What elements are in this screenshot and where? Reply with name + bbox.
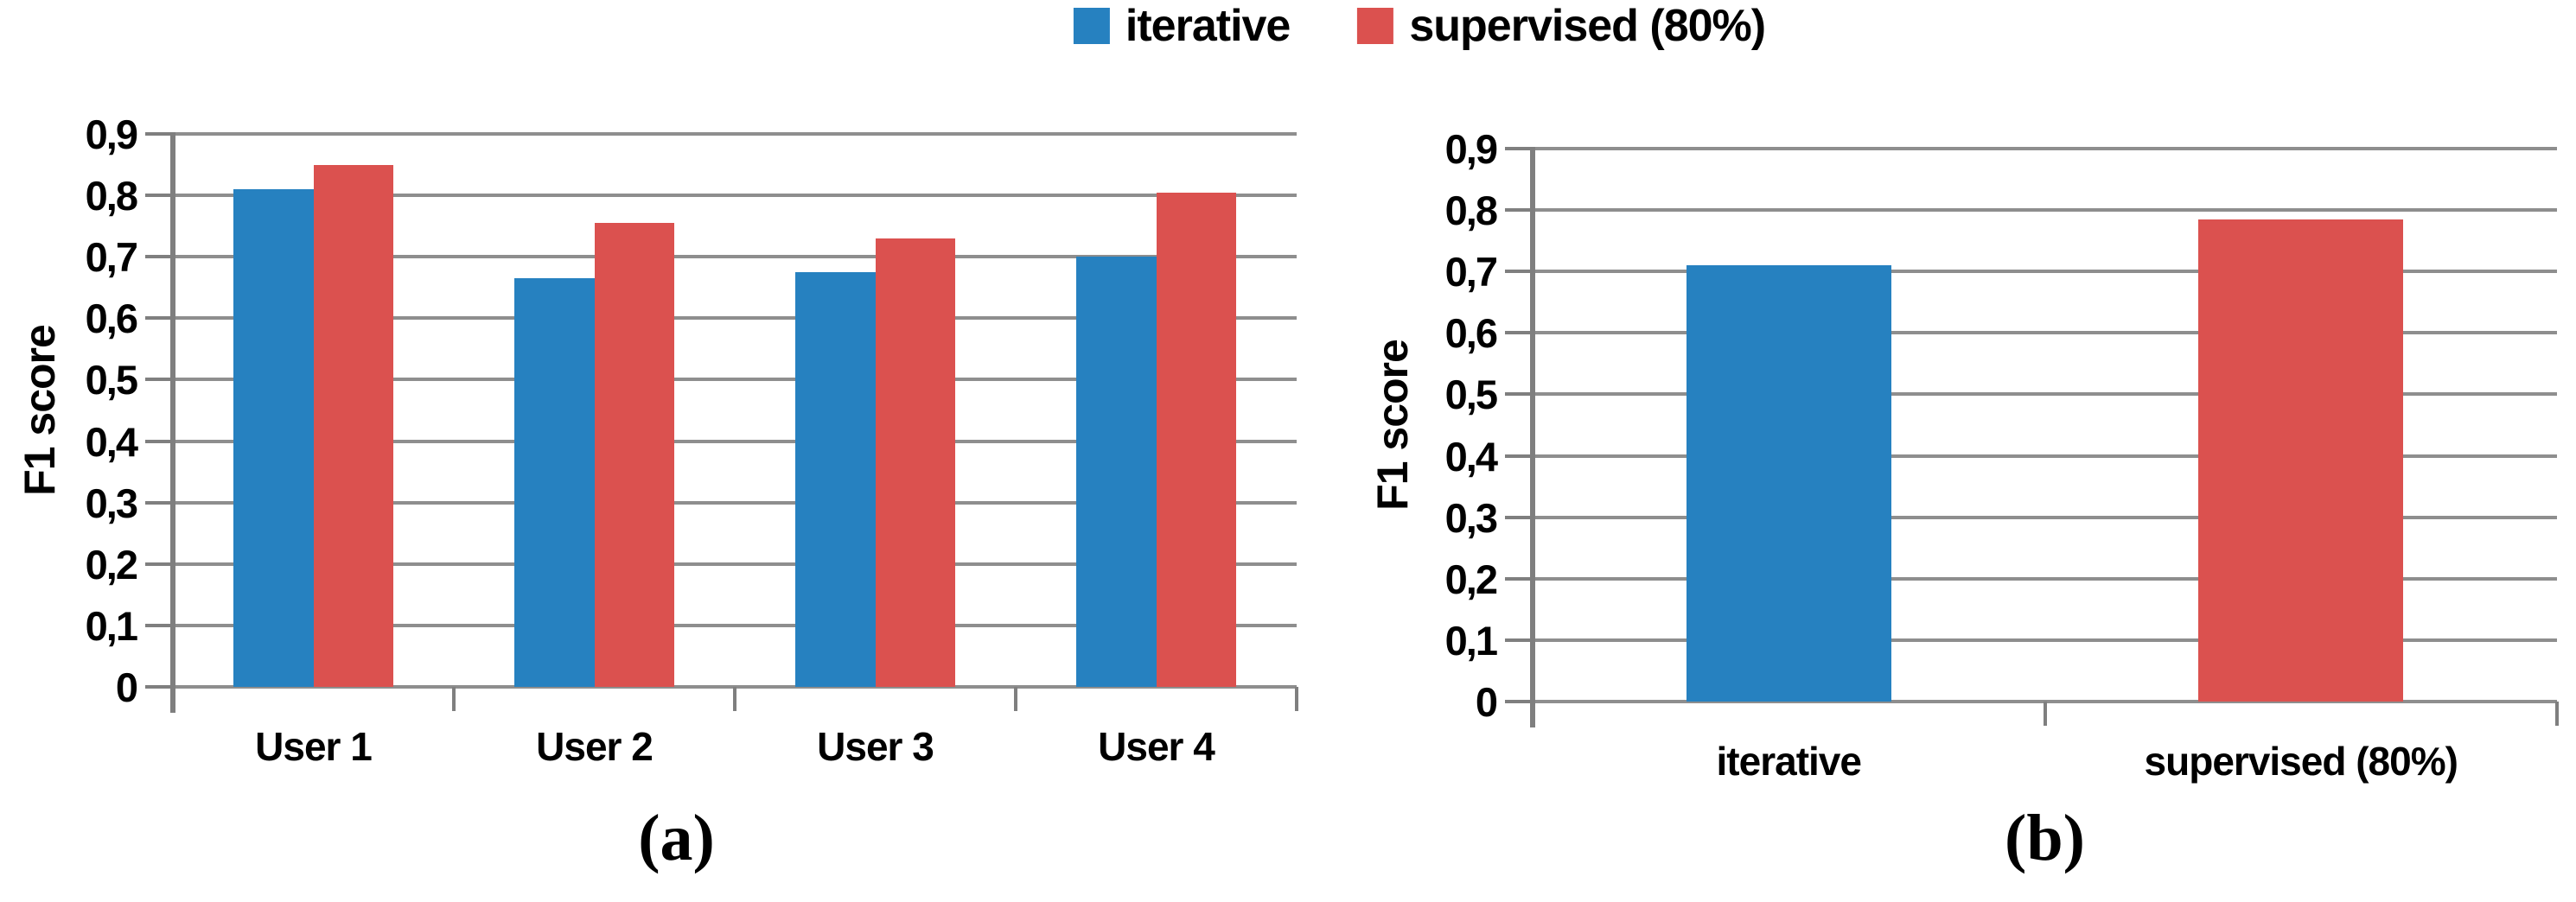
y-tick-label: 0,5 bbox=[85, 357, 138, 403]
y-tick-label: 0,2 bbox=[85, 541, 138, 588]
y-tick-mark bbox=[1505, 700, 1531, 703]
gridline-0,4 bbox=[1533, 454, 2557, 458]
legend-swatch-iterative bbox=[1073, 8, 1110, 44]
bar-supervised-80-user-4 bbox=[1156, 192, 1237, 687]
bar-iterative-user-4 bbox=[1075, 257, 1157, 687]
y-tick-label: 0 bbox=[115, 664, 138, 710]
legend-label-iterative: iterative bbox=[1125, 1, 1291, 51]
caption-b: (b) bbox=[2005, 802, 2085, 874]
y-tick-label: 0,8 bbox=[85, 173, 138, 219]
y-tick-mark bbox=[145, 685, 171, 689]
y-tick-label: 0,1 bbox=[1444, 617, 1498, 664]
y-tick-label: 0,9 bbox=[85, 111, 138, 157]
legend: iterative supervised (80%) bbox=[1073, 1, 1766, 51]
y-tick-mark bbox=[145, 623, 171, 627]
gridline-0,9 bbox=[1533, 147, 2557, 150]
gridline-0,5 bbox=[173, 378, 1297, 382]
y-tick-mark bbox=[145, 500, 171, 505]
plot-area-b: 0 0,1 0,2 0,3 0,4 0,5 0,6 0,7 0,8 0,9 iterative sup… bbox=[1445, 129, 2559, 781]
chart-b: F1 score 0 0,1 0,2 0,3 0,4 0,5 0,6 0,7 0,8 0,9 ite… bbox=[1353, 0, 2576, 902]
gridline-0,1 bbox=[1533, 638, 2557, 642]
plot-area-a: 0 0,1 0,2 0,3 0,4 0,5 0,6 0,7 0,8 0,9 User 1 User 2… bbox=[86, 114, 1298, 766]
gridline-0,7 bbox=[1533, 270, 2557, 274]
y-tick-mark bbox=[1505, 270, 1531, 274]
legend-label-supervised: supervised (80%) bbox=[1409, 1, 1766, 51]
y-tick-mark bbox=[1505, 638, 1531, 642]
x-category-label: iterative bbox=[1716, 739, 1862, 784]
gridline-0,5 bbox=[1533, 392, 2557, 397]
y-tick-mark bbox=[1505, 515, 1531, 519]
x-category-tick bbox=[2043, 702, 2047, 726]
bar-iterative-user-1 bbox=[233, 189, 314, 687]
x-category-tick bbox=[2555, 702, 2559, 726]
y-tick-label: 0 bbox=[1475, 679, 1498, 725]
y-axis-label-a: F1 score bbox=[16, 325, 64, 496]
x-category-label: User 3 bbox=[817, 724, 934, 769]
y-tick-label: 0,8 bbox=[1444, 187, 1498, 234]
x-category-tick bbox=[733, 687, 736, 711]
y-tick-mark bbox=[145, 255, 171, 259]
gridline-0,8 bbox=[1533, 208, 2557, 213]
y-tick-label: 0,5 bbox=[1444, 372, 1498, 418]
gridline-0,9 bbox=[173, 132, 1297, 136]
gridline-0,7 bbox=[173, 255, 1297, 259]
caption-a: (a) bbox=[638, 802, 715, 874]
gridline-0,4 bbox=[173, 439, 1297, 443]
bar-iterative-user-2 bbox=[513, 278, 595, 687]
x-category-label: supervised (80%) bbox=[2144, 739, 2458, 784]
y-tick-mark bbox=[1505, 576, 1531, 581]
y-axis-line bbox=[170, 132, 175, 713]
y-tick-mark bbox=[145, 378, 171, 382]
bar-f1-score-supervised-80 bbox=[2198, 219, 2404, 702]
gridline-0,3 bbox=[1533, 515, 2557, 519]
y-tick-label: 0,4 bbox=[1444, 433, 1498, 480]
y-tick-label: 0,9 bbox=[1444, 126, 1498, 172]
x-category-tick bbox=[452, 687, 456, 711]
y-tick-mark bbox=[145, 439, 171, 443]
legend-item-supervised: supervised (80%) bbox=[1357, 1, 1766, 51]
gridline-0,6 bbox=[173, 316, 1297, 321]
y-tick-mark bbox=[1505, 147, 1531, 150]
y-tick-mark bbox=[1505, 331, 1531, 335]
gridline-0,2 bbox=[1533, 576, 2557, 581]
chart-a: F1 score 0 0,1 0,2 0,3 0,4 0,5 0,6 0,7 0,8 0,9 Use… bbox=[16, 114, 1298, 874]
y-tick-mark bbox=[1505, 454, 1531, 458]
y-tick-label: 0,6 bbox=[1444, 310, 1498, 357]
y-tick-mark bbox=[145, 194, 171, 198]
y-tick-label: 0,3 bbox=[1444, 494, 1498, 541]
x-category-tick bbox=[1295, 687, 1298, 711]
gridline-0,2 bbox=[173, 562, 1297, 566]
y-tick-label: 0,4 bbox=[85, 418, 138, 465]
gridline-0,3 bbox=[173, 500, 1297, 505]
y-axis-line bbox=[1530, 147, 1535, 727]
gridline-0,6 bbox=[1533, 331, 2557, 335]
y-tick-mark bbox=[1505, 392, 1531, 397]
y-tick-label: 0,7 bbox=[1444, 249, 1498, 295]
bar-iterative-user-3 bbox=[794, 272, 876, 687]
y-tick-label: 0,3 bbox=[85, 480, 138, 526]
bar-supervised-80-user-3 bbox=[875, 238, 956, 687]
legend-item-iterative: iterative bbox=[1073, 1, 1291, 51]
y-tick-label: 0,7 bbox=[85, 234, 138, 281]
bar-f1-score-iterative bbox=[1686, 265, 1891, 702]
gridline-0,8 bbox=[173, 194, 1297, 198]
y-tick-mark bbox=[1505, 208, 1531, 213]
y-axis-label-b: F1 score bbox=[1368, 340, 1417, 511]
y-tick-mark bbox=[145, 316, 171, 321]
gridline-0,1 bbox=[173, 623, 1297, 627]
x-category-label: User 1 bbox=[255, 724, 373, 769]
y-tick-label: 0,6 bbox=[85, 295, 138, 342]
x-category-tick bbox=[1014, 687, 1017, 711]
bar-supervised-80-user-2 bbox=[594, 223, 675, 687]
x-category-label: User 4 bbox=[1098, 724, 1215, 769]
y-tick-mark bbox=[145, 562, 171, 566]
bar-supervised-80-user-1 bbox=[313, 164, 394, 687]
y-tick-label: 0,1 bbox=[85, 602, 138, 649]
x-category-label: User 2 bbox=[536, 724, 654, 769]
y-tick-label: 0,2 bbox=[1444, 556, 1498, 602]
y-tick-mark bbox=[145, 132, 171, 136]
legend-swatch-supervised bbox=[1357, 8, 1394, 44]
